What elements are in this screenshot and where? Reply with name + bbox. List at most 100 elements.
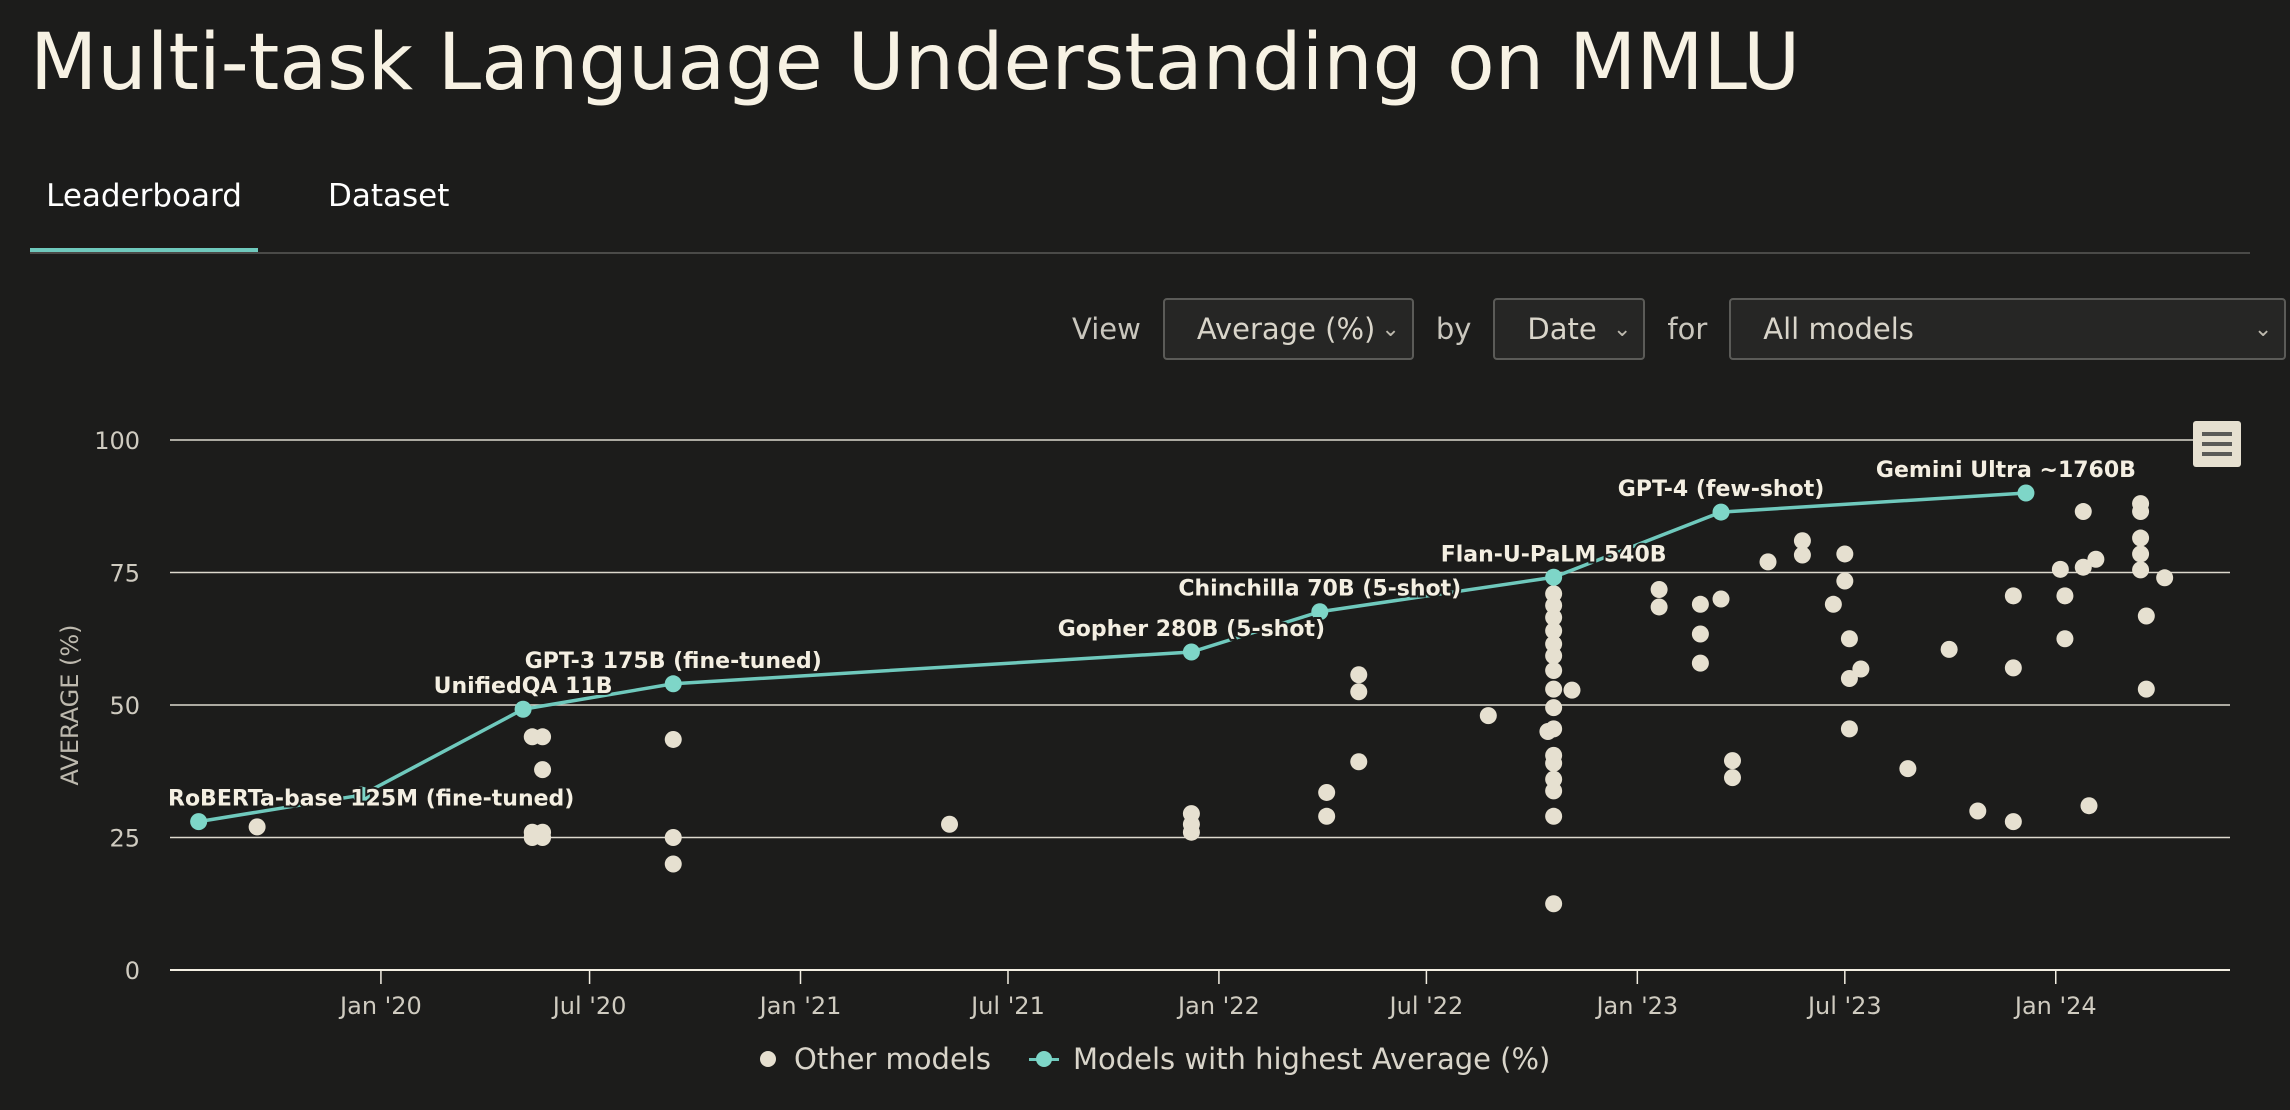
x-tick-label: Jul '22 — [1388, 992, 1464, 1020]
data-point-other — [2137, 680, 2155, 698]
data-point-other — [1793, 532, 1811, 550]
data-point-other — [2132, 529, 2150, 547]
x-tick-label: Jan '23 — [1594, 992, 1678, 1020]
data-point-sota — [1182, 643, 1200, 661]
x-tick-label: Jan '22 — [1176, 992, 1260, 1020]
x-tick-label: Jul '23 — [1806, 992, 1882, 1020]
data-point-other — [1350, 683, 1368, 701]
data-point-other — [1563, 681, 1581, 699]
tab-dataset[interactable]: Dataset — [328, 178, 450, 214]
data-point-other — [1712, 590, 1730, 608]
data-point-other — [2156, 569, 2174, 587]
metric-select-value: Average (%) — [1196, 312, 1376, 346]
data-point-other — [534, 728, 552, 746]
xaxis-select[interactable]: Date ⌄ — [1493, 298, 1646, 360]
data-point-other — [534, 829, 552, 846]
y-tick-label: 50 — [109, 692, 140, 720]
data-point-sota — [514, 700, 532, 718]
metric-select[interactable]: Average (%) ⌄ — [1162, 298, 1414, 360]
data-point-other — [2132, 503, 2150, 521]
data-point-other — [664, 855, 682, 873]
data-point-other — [2080, 797, 2098, 815]
data-point-other — [1545, 807, 1563, 825]
chevron-down-icon: ⌄ — [1381, 317, 1400, 342]
y-tick-label: 100 — [94, 427, 140, 455]
data-point-other — [1350, 753, 1368, 771]
data-point-sota — [664, 675, 682, 693]
data-label: Chinchilla 70B (5-shot) — [1178, 577, 1461, 602]
data-point-other — [1545, 680, 1563, 698]
legend-other-models[interactable]: Other models — [760, 1042, 991, 1076]
data-point-other — [1650, 598, 1668, 616]
legend-label: Other models — [794, 1042, 991, 1076]
data-point-other — [1545, 585, 1563, 603]
data-point-other — [2074, 558, 2092, 576]
data-point-other — [2132, 561, 2150, 579]
data-point-other — [1545, 754, 1563, 772]
data-point-other — [1545, 720, 1563, 738]
data-point-other — [1793, 546, 1811, 564]
data-point-other — [1759, 553, 1777, 571]
data-point-other — [1545, 647, 1563, 665]
data-point-other — [2137, 607, 2155, 625]
data-label: Gopher 280B (5-shot) — [1058, 617, 1325, 642]
data-point-other — [1545, 635, 1563, 653]
data-point-other — [1691, 625, 1709, 643]
data-point-other — [1650, 580, 1668, 598]
legend-label: Models with highest Average (%) — [1072, 1042, 1551, 1076]
sota-chart: 0 25 50 75 100 Jan '20 Jul '20 Jan '21 Jul '21 Ja… — [56, 427, 2230, 1020]
x-tick-label: Jul '20 — [551, 992, 627, 1020]
data-label: GPT-3 175B (fine-tuned) — [525, 649, 822, 674]
data-point-other — [2004, 659, 2022, 677]
data-label: UnifiedQA 11B — [434, 674, 613, 699]
data-point-other — [1545, 782, 1563, 800]
data-point-other — [941, 815, 959, 833]
data-label: Gemini Ultra ~1760B — [1876, 458, 2136, 483]
data-point-other — [1840, 630, 1858, 648]
legend-sota-models[interactable]: Models with highest Average (%) — [1028, 1042, 1551, 1076]
data-point-other — [1899, 760, 1917, 778]
data-point-other — [2051, 560, 2069, 578]
data-label: RoBERTa-base 125M (fine-tuned) — [168, 787, 574, 812]
xaxis-select-value: Date — [1527, 312, 1597, 346]
model-filter-select-value: All models — [1763, 312, 1914, 346]
tab-leaderboard[interactable]: Leaderboard — [30, 172, 258, 252]
data-point-sota — [1712, 503, 1730, 521]
y-tick-label: 75 — [109, 560, 140, 588]
data-point-other — [1824, 595, 1842, 613]
data-point-other — [1852, 660, 1870, 678]
data-point-sota — [1311, 603, 1329, 621]
data-point-other — [534, 761, 552, 779]
data-point-other — [2056, 587, 2074, 605]
data-point-other — [664, 730, 682, 748]
tab-bar: Leaderboard Dataset — [30, 172, 2250, 254]
data-point-other — [1840, 720, 1858, 738]
chart-legend: Other models Models with highest Average… — [760, 1042, 1588, 1076]
data-label: GPT-4 (few-shot) — [1618, 477, 1825, 502]
data-point-other — [1836, 572, 1854, 590]
chart-menu-icon[interactable] — [2193, 421, 2241, 467]
data-point-other — [2056, 630, 2074, 648]
x-tick-label: Jan '21 — [758, 992, 842, 1020]
data-point-sota — [1545, 568, 1563, 586]
for-label: for — [1667, 312, 1708, 346]
x-tick-label: Jan '24 — [2013, 992, 2097, 1020]
data-point-other — [1545, 609, 1563, 627]
x-tick-label: Jul '21 — [969, 992, 1045, 1020]
x-tick-label: Jan '20 — [338, 992, 422, 1020]
data-point-other — [1545, 662, 1563, 680]
legend-dot-icon — [760, 1051, 776, 1067]
model-filter-select[interactable]: All models ⌄ — [1729, 298, 2287, 360]
data-point-other — [248, 818, 266, 836]
data-point-other — [1318, 807, 1336, 825]
data-point-other — [2074, 503, 2092, 521]
data-point-other — [1940, 640, 1958, 658]
data-point-sota — [2017, 484, 2035, 502]
data-point-other — [1318, 783, 1336, 801]
data-point-other — [1723, 752, 1741, 770]
data-point-other — [1545, 596, 1563, 614]
data-point-other — [664, 829, 682, 846]
data-point-other — [1969, 802, 1987, 820]
legend-line-icon — [1028, 1051, 1059, 1067]
data-point-other — [1545, 895, 1563, 913]
